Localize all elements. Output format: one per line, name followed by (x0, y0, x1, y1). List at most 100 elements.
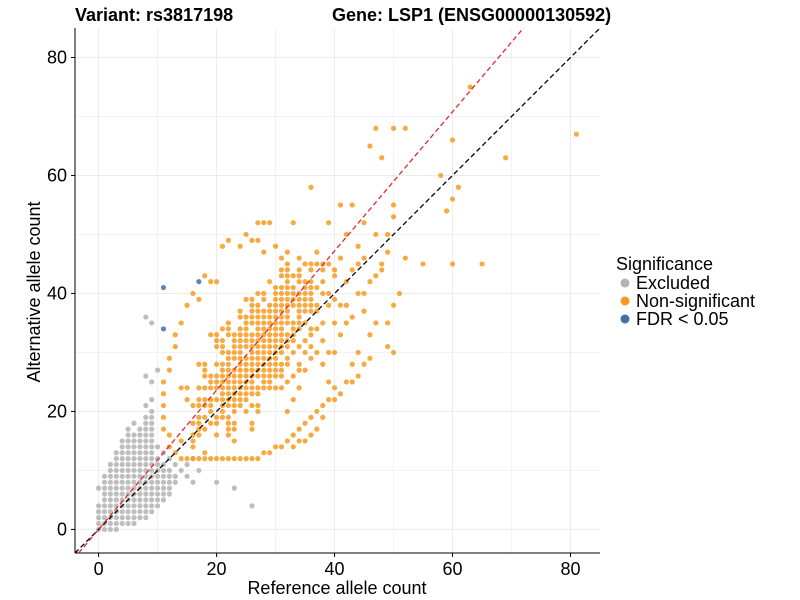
point-nonsig (255, 355, 261, 361)
point-nonsig (320, 338, 326, 344)
point-nonsig (219, 385, 226, 391)
point-excluded (101, 509, 108, 515)
point-nonsig (219, 343, 226, 350)
point-nonsig (385, 320, 391, 326)
point-nonsig (243, 391, 249, 397)
point-excluded (131, 497, 137, 503)
point-nonsig (331, 385, 338, 391)
point-excluded (101, 473, 108, 479)
point-excluded (125, 503, 131, 509)
point-nonsig (196, 420, 202, 426)
point-excluded (95, 485, 102, 491)
point-excluded (166, 473, 172, 479)
point-excluded (119, 520, 125, 527)
point-excluded (231, 485, 237, 491)
point-nonsig (449, 261, 456, 267)
point-nonsig (267, 450, 273, 456)
point-nonsig (337, 255, 344, 261)
point-excluded (125, 467, 131, 474)
point-excluded (143, 373, 149, 379)
point-excluded (119, 485, 125, 491)
point-excluded (213, 479, 220, 485)
point-nonsig (225, 385, 231, 391)
point-nonsig (390, 202, 397, 208)
point-nonsig (249, 308, 255, 314)
point-excluded (149, 491, 155, 497)
point-nonsig (231, 343, 237, 350)
point-excluded (119, 509, 125, 515)
point-nonsig (284, 355, 290, 361)
point-nonsig (302, 296, 308, 302)
point-excluded (119, 456, 125, 462)
point-nonsig (249, 456, 255, 462)
point-nonsig (278, 373, 285, 379)
point-excluded (107, 467, 113, 474)
point-nonsig (385, 249, 391, 255)
point-excluded (101, 503, 108, 509)
point-excluded (149, 485, 155, 491)
point-excluded (166, 491, 172, 497)
point-nonsig (390, 125, 397, 131)
point-nonsig (326, 349, 332, 356)
point-nonsig (172, 343, 178, 350)
point-excluded (131, 450, 137, 456)
point-nonsig (284, 408, 290, 415)
point-nonsig (261, 249, 267, 255)
point-excluded (131, 515, 137, 521)
point-nonsig (202, 361, 208, 367)
point-nonsig (272, 367, 279, 373)
point-nonsig (278, 314, 285, 320)
point-nonsig (284, 249, 290, 255)
point-excluded (131, 461, 137, 468)
point-nonsig (284, 279, 290, 285)
point-nonsig (326, 302, 332, 308)
point-nonsig (296, 320, 302, 326)
point-nonsig (231, 397, 237, 403)
point-nonsig (296, 302, 302, 308)
point-nonsig (202, 373, 208, 379)
point-nonsig (231, 332, 237, 338)
point-nonsig (296, 343, 302, 350)
point-nonsig (479, 261, 485, 267)
point-nonsig (255, 308, 261, 314)
point-nonsig (261, 338, 267, 344)
point-nonsig (272, 444, 279, 450)
point-nonsig (396, 290, 403, 297)
point-nonsig (272, 284, 279, 291)
point-nonsig (249, 314, 255, 320)
point-nonsig (213, 338, 220, 344)
point-nonsig (231, 420, 237, 426)
point-nonsig (237, 343, 243, 350)
point-excluded (131, 479, 137, 485)
point-excluded (137, 503, 143, 509)
point-nonsig (249, 361, 255, 367)
point-excluded (119, 473, 125, 479)
point-nonsig (296, 426, 302, 432)
point-nonsig (249, 338, 255, 344)
point-nonsig (449, 196, 456, 202)
point-excluded (137, 479, 143, 485)
point-excluded (154, 497, 161, 503)
point-excluded (149, 456, 155, 462)
point-excluded (149, 503, 155, 509)
point-nonsig (255, 320, 261, 326)
point-nonsig (302, 349, 308, 356)
point-nonsig (278, 361, 285, 367)
point-nonsig (343, 302, 349, 308)
point-excluded (125, 515, 131, 521)
point-nonsig (243, 456, 249, 462)
point-nonsig (202, 385, 208, 391)
point-nonsig (208, 279, 214, 285)
point-nonsig (261, 343, 267, 350)
point-excluded (125, 520, 131, 527)
point-nonsig (308, 290, 314, 297)
point-excluded (154, 444, 161, 450)
point-nonsig (296, 367, 302, 373)
point-nonsig (337, 302, 344, 308)
point-excluded (143, 402, 149, 409)
point-nonsig (184, 385, 190, 391)
point-excluded (143, 473, 149, 479)
point-nonsig (237, 243, 243, 249)
point-nonsig (178, 456, 184, 462)
